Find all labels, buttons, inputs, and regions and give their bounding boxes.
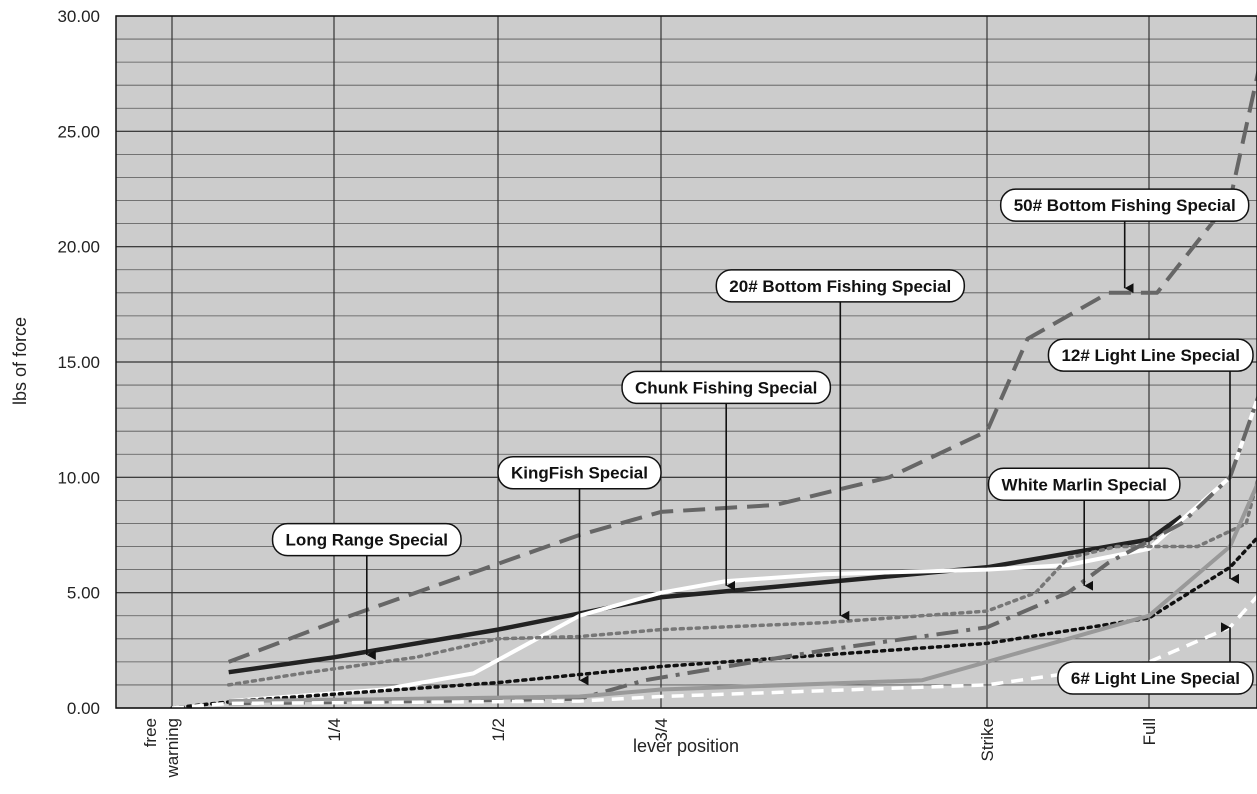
x-tick-label: 3/4 — [652, 718, 671, 742]
series-line-7 — [228, 480, 1257, 704]
series-line-2 — [228, 514, 1183, 675]
callout-label: 20# Bottom Fishing Special — [729, 277, 951, 296]
callout: 20# Bottom Fishing Special — [715, 269, 966, 303]
y-axis-title: lbs of force — [10, 317, 30, 405]
callout-box — [1047, 338, 1254, 372]
series-line-4 — [226, 475, 1257, 687]
y-tick-labels: 0.00 5.00 10.00 15.00 20.00 25.00 30.00 — [57, 7, 100, 718]
x-tick-label: 1/2 — [489, 718, 508, 742]
x-tick-label: warning — [163, 718, 182, 779]
callout: White Marlin Special — [987, 467, 1181, 502]
y-tick-label: 0.00 — [67, 699, 100, 718]
series-line-8 — [171, 593, 1257, 708]
callout-label: Chunk Fishing Special — [635, 378, 817, 397]
x-tick-labels: free warning 1/4 1/2 3/4 Strike Full — [141, 718, 1159, 779]
x-axis-title: lever position — [633, 736, 739, 756]
callout-label: 6# Light Line Special — [1071, 669, 1240, 688]
y-tick-label: 10.00 — [57, 468, 100, 487]
callout: 50# Bottom Fishing Special — [999, 188, 1250, 222]
y-tick-label: 20.00 — [57, 238, 100, 257]
callout: Chunk Fishing Special — [621, 370, 832, 405]
callout: 12# Light Line Special — [1047, 338, 1254, 372]
x-tick-label: Strike — [978, 718, 997, 761]
series-line-6 — [228, 394, 1257, 706]
y-tick-label: 5.00 — [67, 584, 100, 603]
y-tick-label: 25.00 — [57, 122, 100, 141]
x-tick-label: free — [141, 718, 160, 747]
callout: Long Range Special — [271, 522, 462, 557]
callout: KingFish Special — [497, 455, 662, 490]
callout-label: 50# Bottom Fishing Special — [1014, 196, 1236, 215]
callout-label: Long Range Special — [286, 531, 448, 550]
y-tick-label: 15.00 — [57, 353, 100, 372]
plot-border — [115, 15, 1257, 709]
y-tick-label: 30.00 — [57, 7, 100, 26]
x-tick-label: 1/4 — [325, 718, 344, 742]
series-line-1 — [227, 68, 1257, 664]
callout-layer: 50# Bottom Fishing Special 20# Bottom Fis… — [271, 188, 1254, 695]
callout-label: White Marlin Special — [1002, 475, 1167, 494]
callout: 6# Light Line Special — [1057, 661, 1254, 695]
x-tick-label: Full — [1140, 718, 1159, 745]
callout-label: 12# Light Line Special — [1061, 346, 1240, 365]
callout-label: KingFish Special — [511, 464, 648, 483]
callout-box — [1057, 661, 1254, 695]
